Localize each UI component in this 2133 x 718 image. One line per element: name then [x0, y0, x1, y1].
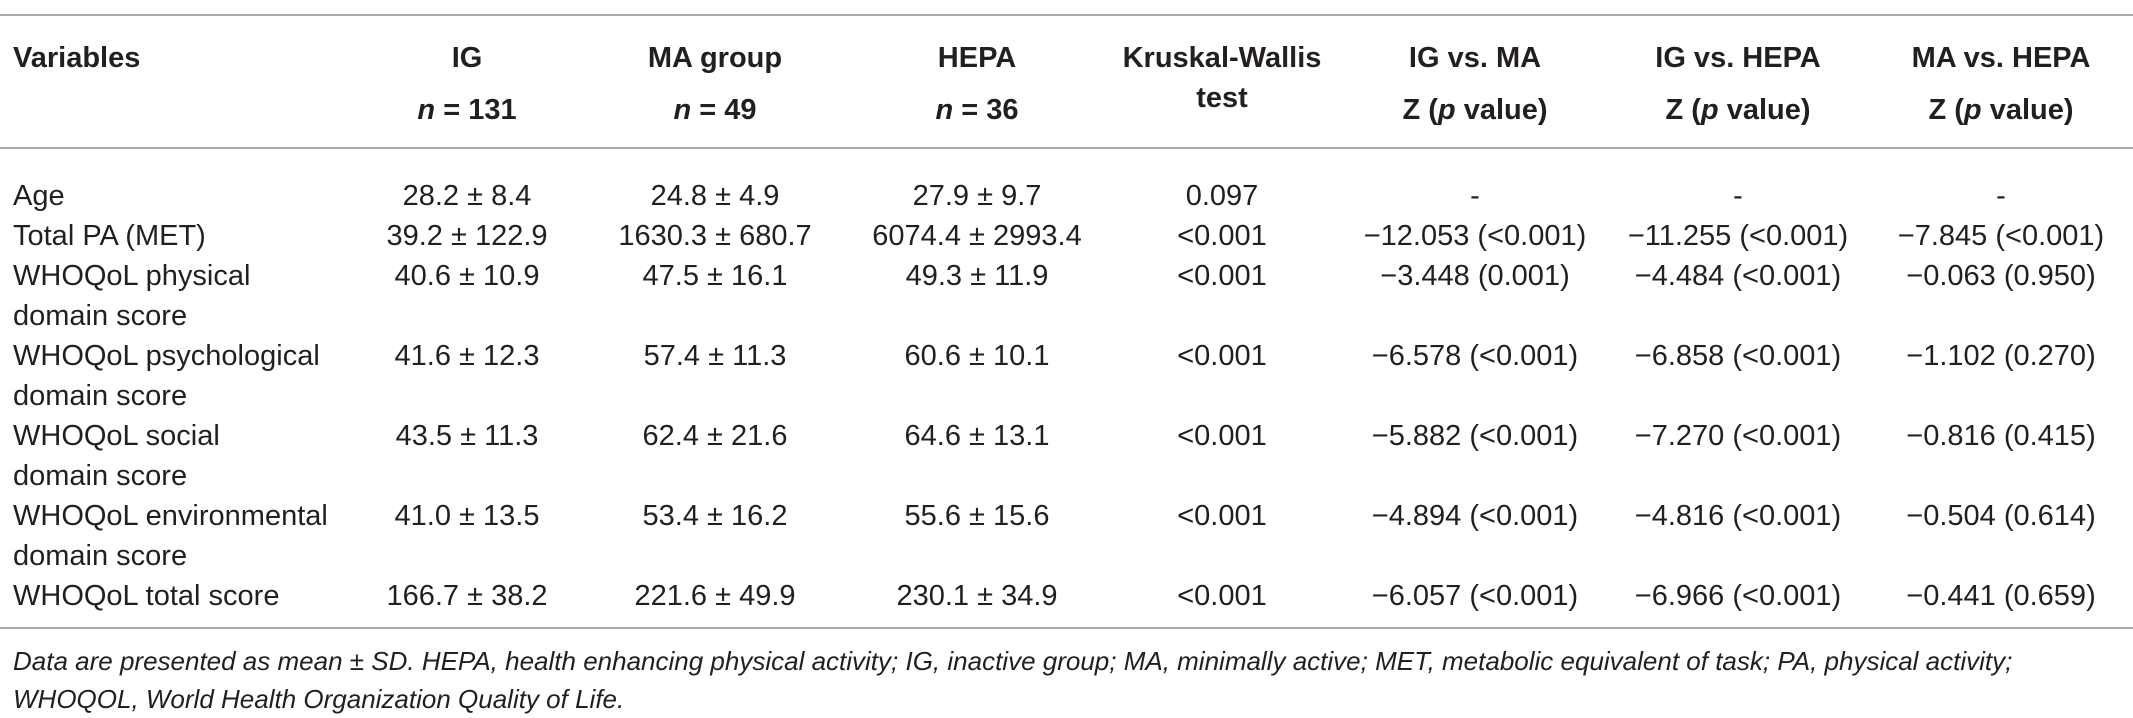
- header-variables: Variables: [13, 42, 141, 74]
- cell-variable: Total PA (MET): [13, 220, 206, 252]
- cell-variable: domain score: [13, 460, 188, 492]
- cell-ma-vs-hepa: -: [1996, 180, 2006, 212]
- cell-hepa: 27.9 ± 9.7: [912, 180, 1042, 212]
- cell-ma: 221.6 ± 49.9: [634, 580, 796, 612]
- header-hepa-n-value: = 36: [953, 94, 1019, 126]
- cell-ig-vs-hepa: −4.816 (<0.001): [1634, 500, 1842, 532]
- header-ig-vs-ma: IG vs. MA: [1408, 42, 1542, 74]
- cell-ig-vs-ma: −6.057 (<0.001): [1371, 580, 1579, 612]
- table-top-rule: [0, 14, 2133, 16]
- header-p-symbol: p: [1963, 94, 1982, 126]
- header-ig-vs-hepa: IG vs. HEPA: [1655, 42, 1821, 74]
- table-footnote: Data are presented as mean ± SD. HEPA, h…: [13, 646, 2013, 714]
- cell-hepa: 6074.4 ± 2993.4: [872, 220, 1082, 252]
- cell-hepa: 230.1 ± 34.9: [896, 580, 1058, 612]
- header-ma-n: n = 49: [673, 90, 756, 130]
- cell-variable: WHOQoL total score: [13, 580, 280, 612]
- cell-ig: 28.2 ± 8.4: [402, 180, 532, 212]
- header-hepa-n: n = 36: [935, 90, 1018, 130]
- cell-ma: 62.4 ± 21.6: [642, 420, 788, 452]
- cell-ig: 41.6 ± 12.3: [394, 340, 540, 372]
- cell-ig-vs-ma: −3.448 (0.001): [1380, 260, 1570, 292]
- cell-variable: Age: [13, 180, 65, 212]
- cell-hepa: 55.6 ± 15.6: [904, 500, 1050, 532]
- cell-kruskal-wallis: <0.001: [1177, 260, 1267, 292]
- header-p-symbol: p: [1437, 94, 1456, 126]
- header-ig-n-symbol: n: [417, 94, 436, 126]
- cell-ig-vs-ma: −6.578 (<0.001): [1371, 340, 1579, 372]
- cell-ig-vs-hepa: −11.255 (<0.001): [1627, 220, 1849, 252]
- header-hepa-n-symbol: n: [935, 94, 954, 126]
- cell-ig-vs-ma: −12.053 (<0.001): [1363, 220, 1587, 252]
- cell-hepa: 64.6 ± 13.1: [904, 420, 1050, 452]
- header-hepa: HEPA: [937, 42, 1017, 74]
- cell-ig-vs-hepa: −6.858 (<0.001): [1634, 340, 1842, 372]
- cell-ma: 57.4 ± 11.3: [643, 340, 787, 372]
- header-ma-vs-hepa: MA vs. HEPA: [1911, 42, 2091, 74]
- header-ig: IG: [451, 42, 483, 74]
- cell-ma: 47.5 ± 16.1: [642, 260, 788, 292]
- header-z-suffix: value): [1455, 94, 1548, 126]
- cell-variable: domain score: [13, 540, 188, 572]
- cell-hepa: 60.6 ± 10.1: [904, 340, 1050, 372]
- table-bottom-rule: [0, 627, 2133, 629]
- cell-ma-vs-hepa: −7.845 (<0.001): [1897, 220, 2105, 252]
- header-kruskal-wallis: Kruskal-Wallis: [1122, 42, 1322, 74]
- header-ig-n: n = 131: [417, 90, 516, 130]
- header-p-symbol: p: [1700, 94, 1719, 126]
- header-z-prefix: Z (: [1665, 94, 1701, 126]
- cell-ma-vs-hepa: −0.816 (0.415): [1906, 420, 2096, 452]
- header-z-prefix: Z (: [1928, 94, 1964, 126]
- header-z-suffix: value): [1981, 94, 2074, 126]
- header-ma-n-symbol: n: [673, 94, 692, 126]
- cell-ma-vs-hepa: −0.063 (0.950): [1906, 260, 2096, 292]
- cell-kruskal-wallis: <0.001: [1177, 500, 1267, 532]
- cell-ma: 1630.3 ± 680.7: [618, 220, 812, 252]
- cell-ig-vs-hepa: −4.484 (<0.001): [1634, 260, 1842, 292]
- header-ma-n-value: = 49: [691, 94, 757, 126]
- cell-variable: WHOQoL psychological: [13, 340, 320, 372]
- header-z-suffix: value): [1718, 94, 1811, 126]
- table-header-rule: [0, 147, 2133, 149]
- cell-ig-vs-hepa: −6.966 (<0.001): [1634, 580, 1842, 612]
- cell-ma-vs-hepa: −1.102 (0.270): [1906, 340, 2096, 372]
- cell-kruskal-wallis: <0.001: [1177, 420, 1267, 452]
- header-ig-vs-ma-z: Z (p value): [1402, 90, 1547, 130]
- cell-ig: 39.2 ± 122.9: [386, 220, 548, 252]
- cell-variable: WHOQoL physical: [13, 260, 251, 292]
- cell-ma: 24.8 ± 4.9: [650, 180, 780, 212]
- cell-ig: 40.6 ± 10.9: [394, 260, 540, 292]
- cell-kruskal-wallis: <0.001: [1177, 340, 1267, 372]
- cell-hepa: 49.3 ± 11.9: [905, 260, 1049, 292]
- cell-ig: 43.5 ± 11.3: [395, 420, 539, 452]
- header-kruskal-wallis-test: test: [1196, 82, 1248, 114]
- cell-kruskal-wallis: <0.001: [1177, 220, 1267, 252]
- header-ig-n-value: = 131: [435, 94, 517, 126]
- cell-variable: domain score: [13, 380, 188, 412]
- cell-ig: 41.0 ± 13.5: [394, 500, 540, 532]
- cell-ig: 166.7 ± 38.2: [386, 580, 548, 612]
- cell-ig-vs-hepa: -: [1733, 180, 1743, 212]
- cell-ig-vs-hepa: −7.270 (<0.001): [1634, 420, 1842, 452]
- cell-ig-vs-ma: -: [1470, 180, 1480, 212]
- cell-variable: WHOQoL social: [13, 420, 220, 452]
- cell-ma: 53.4 ± 16.2: [642, 500, 788, 532]
- header-ma-group: MA group: [647, 42, 783, 74]
- cell-kruskal-wallis: <0.001: [1177, 580, 1267, 612]
- cell-ma-vs-hepa: −0.504 (0.614): [1906, 500, 2096, 532]
- header-ma-vs-hepa-z: Z (p value): [1928, 90, 2073, 130]
- cell-variable: WHOQoL environmental: [13, 500, 328, 532]
- cell-ig-vs-ma: −5.882 (<0.001): [1371, 420, 1579, 452]
- header-ig-vs-hepa-z: Z (p value): [1665, 90, 1810, 130]
- cell-kruskal-wallis: 0.097: [1185, 180, 1259, 212]
- cell-ig-vs-ma: −4.894 (<0.001): [1371, 500, 1579, 532]
- header-z-prefix: Z (: [1402, 94, 1438, 126]
- cell-ma-vs-hepa: −0.441 (0.659): [1906, 580, 2096, 612]
- cell-variable: domain score: [13, 300, 188, 332]
